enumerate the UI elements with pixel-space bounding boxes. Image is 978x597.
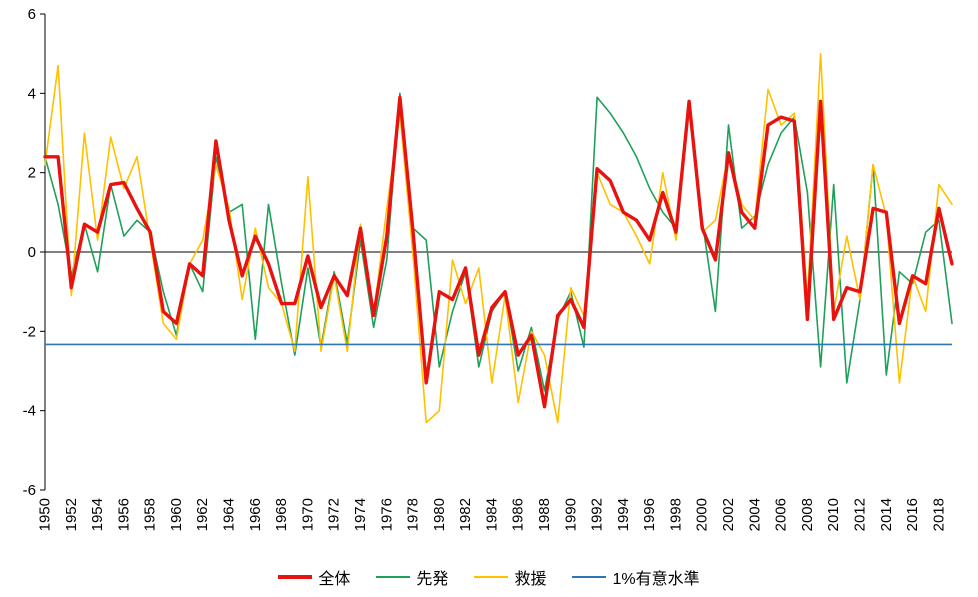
x-axis-tick-label: 1984 <box>483 498 500 531</box>
y-axis-tick-label: -4 <box>23 403 36 420</box>
legend-item-overall: 全体 <box>278 565 350 589</box>
x-axis-tick-label: 1956 <box>115 498 132 531</box>
x-axis-tick-label: 1962 <box>194 498 211 531</box>
x-axis-tick-label: 1974 <box>352 498 369 531</box>
x-axis-tick-label: 1976 <box>378 498 395 531</box>
x-axis-tick-label: 1994 <box>615 498 632 531</box>
x-axis-tick-label: 2010 <box>825 498 842 531</box>
y-axis-tick-label: -2 <box>23 323 36 340</box>
legend-item-significance: 1%有意水準 <box>572 565 700 589</box>
legend-item-starter: 先発 <box>376 565 448 589</box>
x-axis-tick-label: 1986 <box>510 498 527 531</box>
x-axis-tick-label: 1988 <box>536 498 553 531</box>
legend-label-relief: 救援 <box>514 571 547 588</box>
x-axis-tick-label: 1998 <box>667 498 684 531</box>
legend-line-sample-starter <box>376 576 411 578</box>
x-axis-tick-label: 1954 <box>89 498 106 531</box>
x-axis-tick-label: 1966 <box>247 498 264 531</box>
series-line-relief <box>44 52 953 424</box>
x-axis-tick-label: 2018 <box>930 498 947 531</box>
x-axis-tick-label: 1972 <box>326 498 343 531</box>
x-axis-tick-label: 1968 <box>273 498 290 531</box>
x-axis-tick-label: 2012 <box>851 498 868 531</box>
x-axis-tick-label: 1992 <box>589 498 606 531</box>
x-axis-tick-label: 1980 <box>431 498 448 531</box>
x-axis-tick-label: 1964 <box>221 498 238 531</box>
chart-legend: 全体 先発 救援 1%有意水準 <box>0 565 978 589</box>
x-axis-tick-label: 1990 <box>562 498 579 531</box>
x-axis-tick-label: 1960 <box>168 498 185 531</box>
y-axis-tick-label: -6 <box>23 482 36 499</box>
x-axis-tick-label: 1982 <box>457 498 474 531</box>
y-axis-tick-label: 4 <box>28 85 36 102</box>
x-axis-tick-label: 1996 <box>641 498 658 531</box>
x-axis-tick-label: 2016 <box>904 498 921 531</box>
legend-line-sample-overall <box>278 575 313 579</box>
x-axis-tick-label: 2014 <box>878 498 895 531</box>
y-axis-tick-label: 0 <box>28 244 36 261</box>
x-axis-tick-label: 1958 <box>142 498 159 531</box>
x-axis-tick-label: 2008 <box>799 498 816 531</box>
x-axis-tick-label: 1952 <box>63 498 80 531</box>
legend-label-significance: 1%有意水準 <box>612 571 700 588</box>
x-axis-tick-label: 2000 <box>694 498 711 531</box>
legend-item-relief: 救援 <box>474 565 546 589</box>
x-axis-tick-label: 2002 <box>720 498 737 531</box>
x-axis-tick-label: 2004 <box>746 498 763 531</box>
x-axis-tick-label: 1970 <box>299 498 316 531</box>
legend-label-overall: 全体 <box>318 571 351 588</box>
x-axis-tick-label: 1950 <box>37 498 54 531</box>
x-axis-tick-label: 1978 <box>405 498 422 531</box>
y-axis-tick-label: 2 <box>28 165 36 182</box>
y-axis-tick-label: 6 <box>28 6 36 23</box>
legend-label-starter: 先発 <box>416 571 449 588</box>
x-axis-tick-label: 2006 <box>773 498 790 531</box>
legend-line-sample-significance <box>572 576 607 578</box>
legend-line-sample-relief <box>474 576 509 578</box>
series-line-overall <box>43 95 954 409</box>
